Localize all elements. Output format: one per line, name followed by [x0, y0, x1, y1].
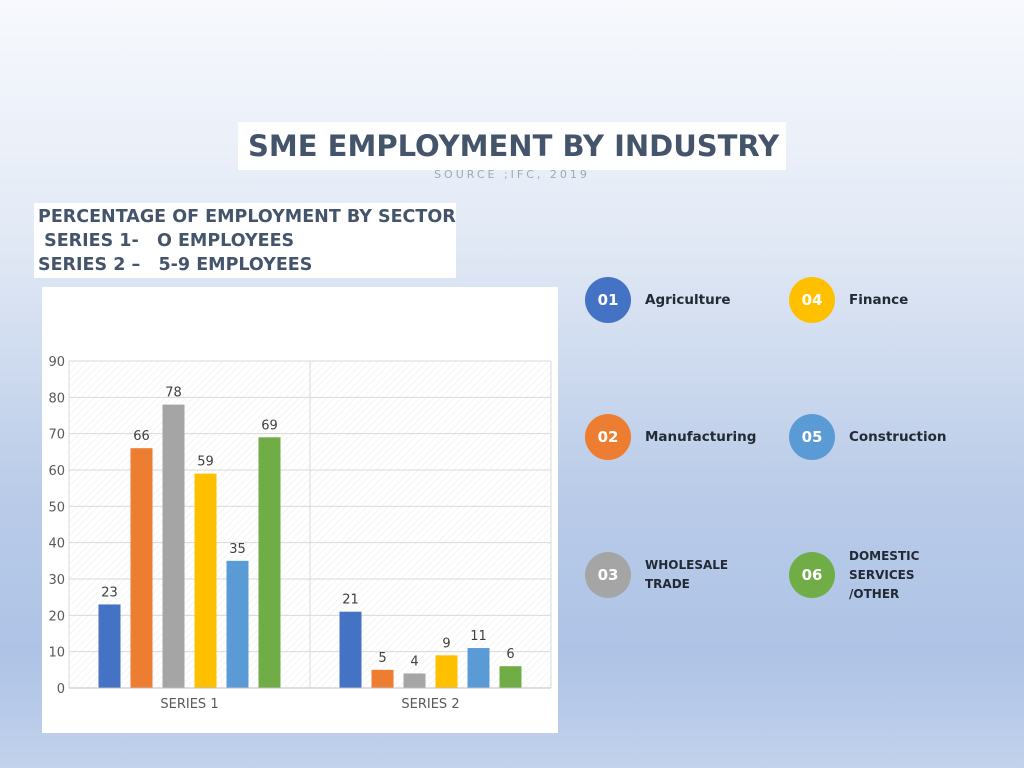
source-caption: SOURCE ;IFC, 2019 — [434, 168, 590, 181]
bar — [435, 655, 458, 688]
bar — [403, 673, 426, 688]
bar — [371, 669, 394, 688]
bar — [98, 604, 121, 688]
bar — [130, 448, 153, 688]
y-tick-label: 0 — [57, 682, 65, 697]
legend-label-domestic-services: DOMESTIC SERVICES /OTHER — [849, 548, 920, 601]
data-label: 35 — [229, 542, 246, 557]
data-label: 4 — [410, 654, 418, 669]
data-label: 69 — [261, 418, 278, 433]
y-tick-label: 60 — [48, 464, 65, 479]
bar — [467, 648, 490, 688]
y-tick-label: 50 — [48, 500, 65, 515]
data-label: 9 — [442, 636, 450, 651]
y-tick-label: 40 — [48, 537, 65, 552]
y-tick-label: 90 — [48, 355, 65, 370]
bar — [499, 666, 522, 688]
legend-label-wholesale-trade: WHOLESALE TRADE — [645, 558, 729, 591]
x-category-label: SERIES 2 — [401, 697, 459, 712]
y-tick-label: 10 — [48, 646, 65, 661]
x-category-label: SERIES 1 — [160, 697, 218, 712]
bar — [339, 611, 362, 688]
legend-badge-construction: 05 — [789, 414, 835, 460]
y-tick-label: 70 — [48, 428, 65, 443]
data-label: 6 — [506, 647, 514, 662]
data-label: 66 — [133, 429, 150, 444]
subtitle-line-1: PERCENTAGE OF EMPLOYMENT BY SECTOR — [38, 207, 456, 227]
subtitle-box: PERCENTAGE OF EMPLOYMENT BY SECTOR SERIE… — [34, 203, 456, 278]
bar — [162, 404, 185, 688]
data-label: 78 — [165, 386, 182, 401]
data-label: 5 — [378, 651, 386, 666]
legend-badge-manufacturing: 02 — [585, 414, 631, 460]
bar — [226, 560, 249, 688]
data-label: 59 — [197, 455, 214, 470]
legend-badge-wholesale-trade: 03 — [585, 552, 631, 598]
title-box: SME EMPLOYMENT BY INDUSTRY — [238, 122, 786, 170]
data-label: 11 — [470, 629, 487, 644]
bar — [194, 473, 217, 688]
page-title: SME EMPLOYMENT BY INDUSTRY — [248, 129, 780, 163]
data-label: 23 — [101, 585, 118, 600]
y-tick-label: 20 — [48, 609, 65, 624]
y-tick-label: 80 — [48, 391, 65, 406]
legend-label-agriculture: Agriculture — [645, 292, 731, 308]
subtitle-line-3: SERIES 2 – 5-9 EMPLOYEES — [38, 255, 313, 275]
legend-badge-domestic-services: 06 — [789, 552, 835, 598]
legend-label-finance: Finance — [849, 292, 909, 308]
legend-label-construction: Construction — [849, 429, 947, 445]
legend-badge-finance: 04 — [789, 277, 835, 323]
subtitle-line-2: SERIES 1- O EMPLOYEES — [38, 231, 295, 251]
legend-label-manufacturing: Manufacturing — [645, 429, 757, 445]
bar — [258, 437, 281, 688]
legend-badge-agriculture: 01 — [585, 277, 631, 323]
data-label: 21 — [342, 593, 359, 608]
y-tick-label: 30 — [48, 573, 65, 588]
